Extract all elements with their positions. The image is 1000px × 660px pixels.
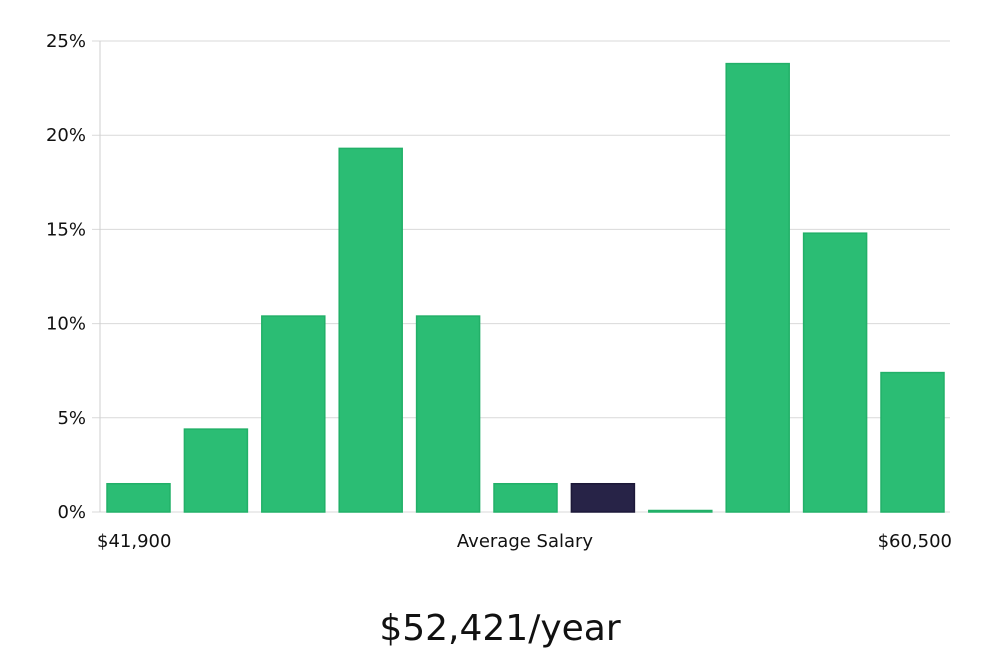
histogram-bar (338, 147, 403, 513)
y-tick-label: 0% (57, 502, 86, 523)
average-salary-value: $52,421/year (379, 608, 621, 649)
histogram-bar (261, 315, 326, 513)
y-axis-ticks: 0% 5% 10% 15% 20% 25% (46, 31, 86, 523)
x-label-center: Average Salary (457, 531, 594, 552)
histogram-bar (802, 232, 868, 513)
y-tick-label: 20% (46, 125, 86, 146)
histogram-bar (493, 482, 558, 513)
x-label-max: $60,500 (878, 531, 952, 552)
histogram-bar (106, 482, 171, 513)
histogram-bar (415, 315, 481, 513)
salary-histogram: 0%5%10%15%20%25% $41,900 Average Salary … (46, 31, 952, 552)
y-tick-label: 25% (46, 31, 86, 52)
histogram-bar (648, 509, 713, 513)
x-label-min: $41,900 (97, 531, 171, 552)
histogram-bar (183, 428, 249, 513)
y-tick-label: 10% (46, 314, 86, 335)
histogram-bar (725, 62, 790, 513)
histogram-bar (880, 371, 945, 513)
y-tick-label: 5% (57, 408, 86, 429)
bars (106, 62, 945, 513)
y-tick-label: 15% (46, 219, 86, 240)
histogram-bar-highlighted (570, 482, 636, 513)
